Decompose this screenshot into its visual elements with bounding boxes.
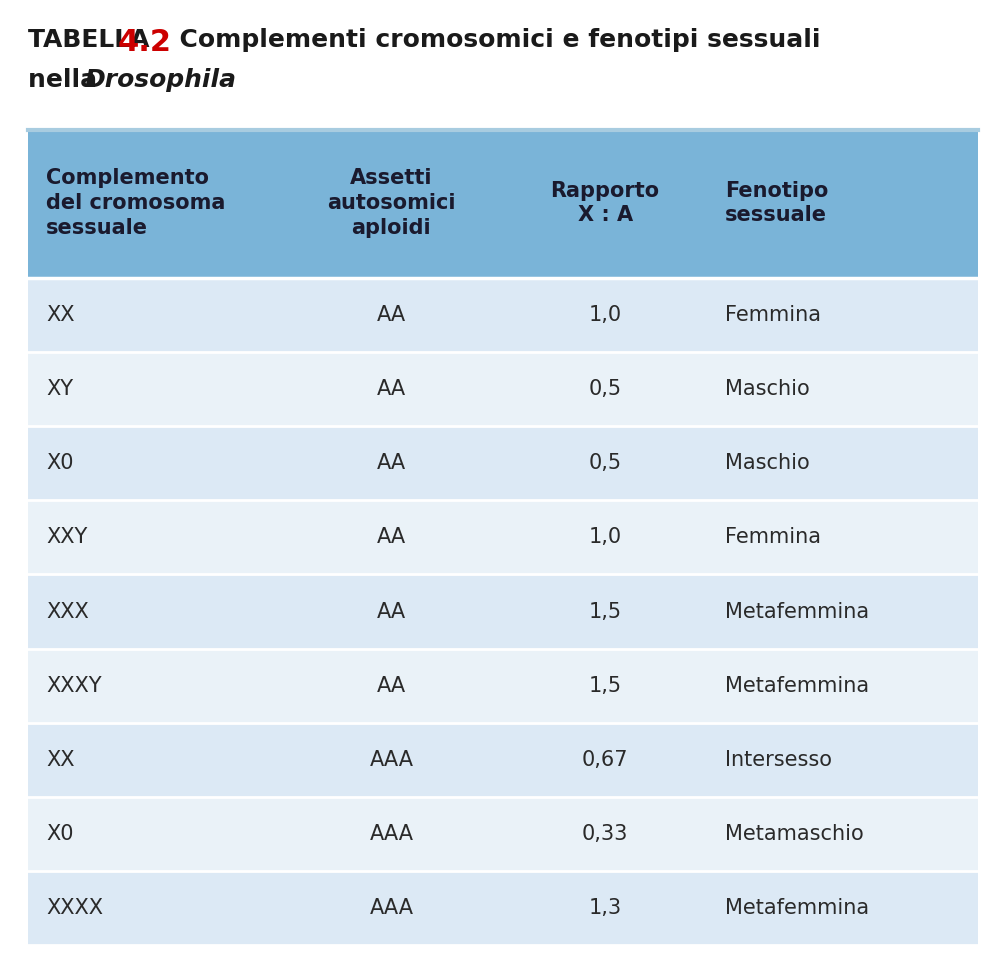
Text: Complementi cromosomici e fenotipi sessuali: Complementi cromosomici e fenotipi sessu…	[162, 28, 821, 52]
Text: 0,33: 0,33	[581, 824, 629, 844]
Bar	[28, 426, 978, 500]
Text: Maschio: Maschio	[725, 453, 810, 473]
Text: AAA: AAA	[369, 750, 413, 770]
Text: Complemento
del cromosoma
sessuale: Complemento del cromosoma sessuale	[46, 168, 225, 238]
Text: X0: X0	[46, 453, 73, 473]
Text: Metafemmina: Metafemmina	[725, 898, 869, 918]
Bar	[28, 797, 978, 871]
Text: XXX: XXX	[46, 602, 89, 621]
Text: 1,5: 1,5	[589, 602, 622, 621]
Bar	[28, 649, 978, 723]
Bar	[28, 723, 978, 797]
Text: nella: nella	[28, 68, 106, 92]
Text: AA: AA	[377, 527, 406, 547]
Text: XXY: XXY	[46, 527, 88, 547]
Text: AA: AA	[377, 379, 406, 399]
Text: 1,0: 1,0	[589, 527, 622, 547]
Text: 0,5: 0,5	[589, 453, 622, 473]
Text: Metafemmina: Metafemmina	[725, 676, 869, 696]
Text: 1,5: 1,5	[589, 676, 622, 696]
Text: 1,0: 1,0	[589, 305, 622, 325]
Text: Femmina: Femmina	[725, 527, 821, 547]
Text: Assetti
autosomici
aploidi: Assetti autosomici aploidi	[327, 168, 456, 238]
Text: XY: XY	[46, 379, 73, 399]
Text: XX: XX	[46, 750, 74, 770]
Text: 0,5: 0,5	[589, 379, 622, 399]
Bar	[28, 278, 978, 352]
Text: Femmina: Femmina	[725, 305, 821, 325]
Text: Metafemmina: Metafemmina	[725, 602, 869, 621]
Text: 1,3: 1,3	[589, 898, 622, 918]
Text: Rapporto
X : A: Rapporto X : A	[550, 180, 660, 226]
Text: AA: AA	[377, 453, 406, 473]
Text: 4.2: 4.2	[118, 28, 172, 57]
Text: AA: AA	[377, 305, 406, 325]
Text: TABELLA: TABELLA	[28, 28, 158, 52]
Text: Intersesso: Intersesso	[725, 750, 832, 770]
Text: AAA: AAA	[369, 898, 413, 918]
Bar	[28, 128, 978, 278]
Text: Drosophila: Drosophila	[83, 68, 236, 92]
Bar	[28, 871, 978, 945]
Text: AA: AA	[377, 676, 406, 696]
Bar	[28, 352, 978, 426]
Text: 0,67: 0,67	[581, 750, 629, 770]
Text: Metamaschio: Metamaschio	[725, 824, 864, 844]
Text: XX: XX	[46, 305, 74, 325]
Bar	[28, 500, 978, 574]
Text: Fenotipo
sessuale: Fenotipo sessuale	[725, 180, 829, 226]
Bar	[28, 574, 978, 649]
Text: X0: X0	[46, 824, 73, 844]
Text: XXXY: XXXY	[46, 676, 102, 696]
Text: Maschio: Maschio	[725, 379, 810, 399]
Text: AA: AA	[377, 602, 406, 621]
Text: XXXX: XXXX	[46, 898, 103, 918]
Text: AAA: AAA	[369, 824, 413, 844]
